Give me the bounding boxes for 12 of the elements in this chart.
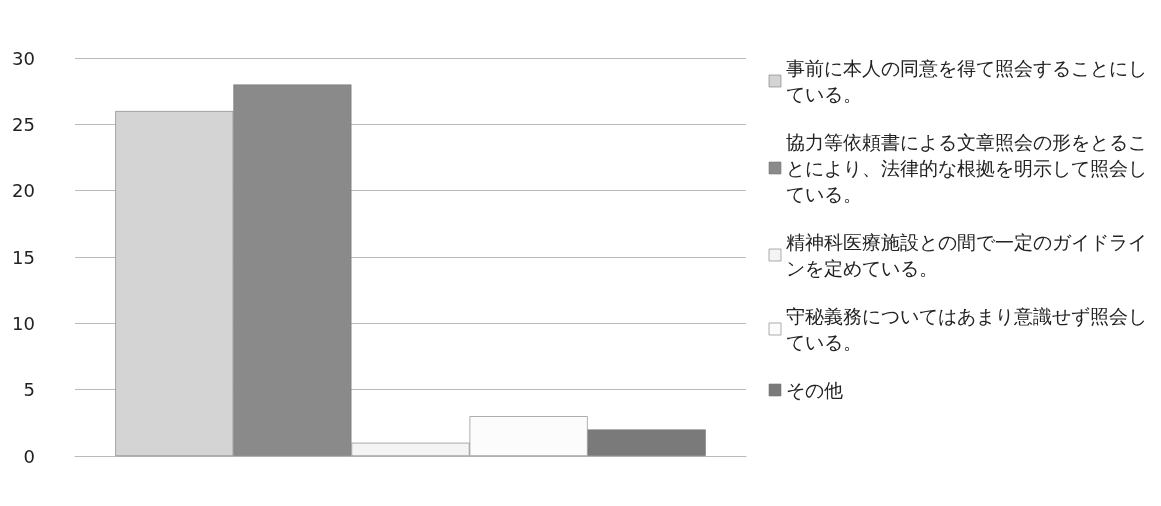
legend-label: 精神科医療施設との間で一定のガイドラインを定めている。 <box>786 231 1147 279</box>
y-tick-label: 15 <box>12 246 35 268</box>
y-tick-label: 25 <box>12 113 35 135</box>
y-tick-label: 20 <box>12 180 35 202</box>
y-tick-label: 0 <box>23 445 35 467</box>
legend-label: その他 <box>786 379 843 401</box>
legend-label: 事前に本人の同意を得て照会することにしている。 <box>786 57 1147 105</box>
legend-label: 協力等依頼書による文章照会の形をとることにより、法律的な根拠を明示して照会している。 <box>786 131 1147 205</box>
legend-label: 守秘義務についてはあまり意識せず照会している。 <box>786 305 1147 353</box>
y-tick-label: 30 <box>12 47 35 69</box>
y-tick-label: 10 <box>12 312 35 334</box>
y-tick-label: 5 <box>23 379 35 401</box>
